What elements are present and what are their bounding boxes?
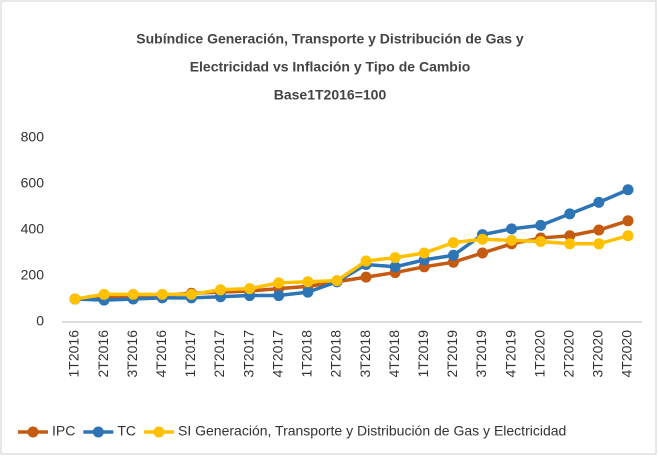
- x-tick-label: 1T2017: [182, 330, 198, 378]
- chart-title: Electricidad vs Inflación y Tipo de Camb…: [190, 59, 471, 75]
- x-tick-label: 1T2018: [299, 330, 315, 378]
- point: [506, 234, 518, 246]
- legend-label: IPC: [52, 423, 75, 439]
- x-tick-label: 4T2019: [502, 330, 518, 378]
- legend-label: SI Generación, Transporte y Distribución…: [178, 423, 566, 439]
- point: [360, 255, 372, 267]
- point: [564, 230, 576, 242]
- x-tick-label: 4T2018: [386, 330, 402, 378]
- point: [273, 290, 285, 302]
- point: [98, 288, 110, 300]
- x-tick-label: 3T2017: [240, 330, 256, 378]
- point: [127, 288, 139, 300]
- point: [302, 276, 314, 288]
- legend-marker: [92, 426, 104, 438]
- point: [535, 236, 547, 247]
- x-tick-label: 4T2020: [619, 330, 635, 378]
- point: [244, 283, 256, 295]
- point: [476, 233, 488, 245]
- point: [535, 219, 547, 231]
- x-tick-label: 2T2018: [328, 330, 344, 378]
- legend-marker: [27, 426, 39, 438]
- point: [389, 261, 401, 273]
- point: [215, 284, 227, 296]
- y-tick-label: 400: [21, 221, 45, 237]
- x-tick-label: 2T2019: [444, 330, 460, 378]
- x-tick-label: 3T2018: [357, 330, 373, 378]
- x-tick-label: 3T2019: [473, 330, 489, 378]
- point: [331, 275, 343, 287]
- y-tick-label: 800: [21, 129, 45, 145]
- point: [273, 277, 285, 289]
- x-tick-label: 4T2017: [269, 330, 285, 378]
- point: [593, 238, 605, 250]
- chart-title: Base1T2016=100: [274, 87, 387, 103]
- point: [360, 271, 372, 283]
- x-tick-label: 2T2016: [95, 330, 111, 378]
- legend-marker: [153, 426, 165, 438]
- point: [69, 293, 81, 305]
- x-tick-label: 3T2016: [124, 330, 140, 378]
- x-tick-label: 1T2016: [66, 330, 82, 378]
- point: [593, 196, 605, 208]
- point: [185, 288, 197, 300]
- x-tick-label: 3T2020: [590, 330, 606, 378]
- x-tick-label: 2T2017: [211, 330, 227, 378]
- y-tick-label: 600: [21, 175, 45, 191]
- point: [476, 247, 488, 259]
- y-tick-label: 200: [21, 267, 45, 283]
- point: [564, 208, 576, 220]
- y-tick-label: 0: [36, 313, 44, 329]
- point: [622, 215, 634, 227]
- point: [447, 237, 459, 249]
- chart-title: Subíndice Generación, Transporte y Distr…: [136, 31, 524, 47]
- legend-label: TC: [117, 423, 136, 439]
- point: [418, 247, 430, 259]
- point: [389, 252, 401, 264]
- point: [156, 288, 168, 300]
- x-tick-label: 1T2020: [531, 330, 547, 378]
- point: [302, 286, 314, 298]
- point: [447, 249, 459, 261]
- point: [593, 224, 605, 236]
- point: [564, 238, 576, 250]
- point: [506, 223, 518, 235]
- point: [622, 184, 634, 196]
- point: [622, 230, 634, 242]
- x-tick-label: 1T2019: [415, 330, 431, 378]
- x-tick-label: 2T2020: [560, 330, 576, 378]
- x-tick-label: 4T2016: [153, 330, 169, 378]
